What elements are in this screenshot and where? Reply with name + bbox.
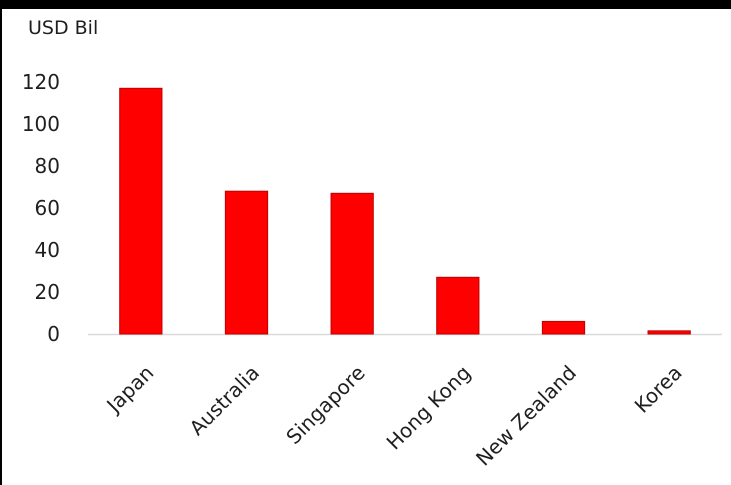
bars bbox=[119, 87, 691, 335]
y-unit-label: USD Bil bbox=[28, 17, 98, 39]
x-tick-label: Japan bbox=[101, 361, 159, 419]
y-tick-label: 60 bbox=[35, 196, 60, 220]
y-axis-ticks: 0 20 40 60 80 100 120 bbox=[22, 70, 60, 346]
x-tick-label: Korea bbox=[630, 361, 687, 418]
bar-new-zealand bbox=[541, 320, 586, 335]
x-tick-label: Hong Kong bbox=[382, 361, 476, 455]
top-border-band bbox=[2, 0, 731, 9]
x-tick-label: Singapore bbox=[281, 361, 369, 449]
y-tick-label: 120 bbox=[22, 70, 60, 94]
bar-singapore bbox=[330, 192, 374, 335]
y-tick-label: 20 bbox=[35, 280, 60, 304]
y-tick-label: 100 bbox=[22, 112, 60, 136]
y-tick-label: 0 bbox=[47, 322, 60, 346]
y-tick-label: 80 bbox=[35, 154, 60, 178]
bar-japan bbox=[119, 87, 163, 335]
y-tick-label: 40 bbox=[35, 238, 60, 262]
x-tick-label: Australia bbox=[185, 361, 265, 441]
bar-australia bbox=[224, 190, 269, 335]
x-tick-label: New Zealand bbox=[471, 361, 581, 471]
bar-hong-kong bbox=[436, 276, 480, 335]
bar-korea bbox=[647, 330, 691, 335]
